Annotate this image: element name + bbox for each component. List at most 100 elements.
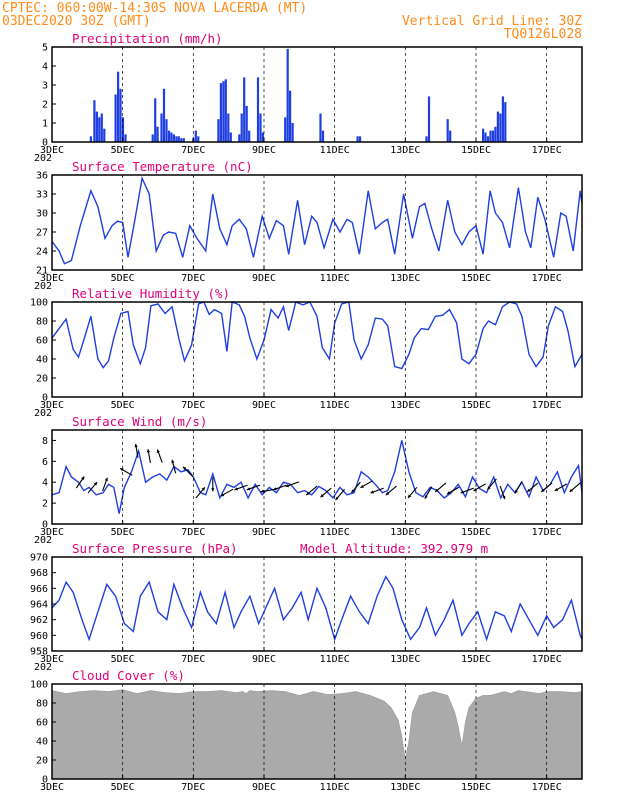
precip-bar — [319, 113, 322, 142]
precip-bar — [217, 119, 220, 142]
cloud-ytick-label: 0 — [42, 775, 48, 786]
cloud-xtick-label: 15DEC — [461, 782, 491, 793]
precip-bar — [359, 136, 362, 142]
pressure-subtitle: Model Altitude: 392.979 m — [300, 541, 488, 556]
temp-xtick-label: 7DEC — [181, 273, 205, 284]
wind-arrow-head — [171, 459, 175, 464]
wind-arrow-head — [370, 490, 374, 494]
precip-bar — [151, 134, 154, 142]
precip-bar — [162, 88, 166, 142]
wind-arrow — [434, 482, 447, 493]
cloud-xtick-label: 13DEC — [390, 782, 420, 793]
pressure-ytick-label: 960 — [30, 631, 48, 642]
precip-xtick-label: 7DEC — [181, 145, 205, 156]
precip-bar — [356, 136, 359, 142]
wind-arrow-head — [335, 496, 339, 501]
precip-bar — [482, 128, 485, 142]
pressure-ytick-label: 968 — [30, 568, 48, 579]
wind-arrow-head — [183, 466, 187, 471]
rh-ytick-label: 20 — [36, 374, 48, 385]
precip-ytick-label: 0 — [42, 138, 48, 149]
pressure-ytick-label: 964 — [30, 600, 48, 611]
cloud-xtick-label: 17DEC — [532, 782, 562, 793]
wind-arrow — [195, 486, 206, 499]
precip-xtick-year: 202 — [34, 153, 52, 164]
precip-bar — [197, 136, 200, 142]
cloud-ytick-label: 60 — [36, 718, 48, 729]
precip-bar — [219, 83, 222, 142]
precip-xtick-label: 15DEC — [461, 145, 491, 156]
precip-ytick-label: 1 — [42, 119, 48, 130]
wind-arrow — [305, 485, 318, 496]
precip-bar — [121, 117, 125, 142]
wind-arrow-head — [360, 484, 364, 488]
precip-bar — [117, 71, 120, 142]
wind-arrow — [385, 485, 397, 496]
precip-bar — [427, 96, 431, 142]
precip-bar — [446, 119, 449, 142]
wind-arrow — [119, 467, 133, 476]
pressure-xtick-year: 202 — [34, 662, 52, 673]
temp-ytick-label: 30 — [36, 209, 48, 220]
wind-line — [51, 440, 583, 514]
wind-arrow-head — [385, 491, 390, 496]
rh-xtick-label: 5DEC — [111, 400, 135, 411]
wind-arrow — [102, 477, 108, 492]
wind-arrow — [350, 481, 361, 494]
wind-ytick-label: 6 — [42, 457, 48, 468]
temp-xtick-label: 11DEC — [320, 273, 350, 284]
rh-xtick-label: 3DEC — [40, 400, 64, 411]
precip-bar — [154, 98, 157, 142]
header-grid-note: Vertical Grid Line: 30Z — [402, 14, 582, 29]
wind-arrow-head — [134, 444, 138, 448]
rh-xtick-label: 15DEC — [461, 400, 491, 411]
pressure-xtick-label: 9DEC — [252, 654, 276, 665]
precip-frame — [51, 46, 583, 143]
precip-bar — [222, 81, 225, 142]
wind-xtick-label: 3DEC — [40, 527, 64, 538]
wind-arrow-head — [320, 493, 324, 498]
wind-arrow — [554, 483, 568, 492]
wind-arrow-head — [541, 488, 545, 492]
precip-bar — [501, 96, 504, 142]
precip-ytick-label: 4 — [42, 62, 48, 73]
rh-ytick-label: 100 — [30, 298, 48, 309]
wind-arrow — [234, 484, 248, 491]
wind-arrow — [146, 449, 151, 464]
wind-arrow — [211, 477, 215, 492]
precip-bar — [227, 113, 230, 142]
pressure-title: Surface Pressure (hPa) — [72, 541, 238, 556]
wind-arrow-head — [351, 489, 355, 493]
precip-bar — [182, 138, 185, 142]
pressure-frame — [51, 556, 583, 652]
precip-bar — [167, 130, 171, 142]
wind-arrow — [320, 487, 332, 498]
cloud-xtick-label: 3DEC — [40, 782, 64, 793]
temp-ytick-label: 21 — [36, 266, 48, 277]
wind-arrow — [260, 488, 275, 493]
wind-arrow — [370, 487, 384, 494]
precip-bar — [321, 130, 325, 142]
precip-xtick-label: 11DEC — [320, 145, 350, 156]
precip-bar — [114, 94, 117, 142]
pressure-ytick-label: 966 — [30, 584, 48, 595]
wind-arrow — [156, 449, 163, 463]
wind-arrow-head — [273, 487, 277, 491]
precip-bar — [177, 136, 180, 142]
wind-arrow — [87, 481, 98, 494]
wind-arrow-head — [460, 490, 464, 494]
precip-bar — [170, 132, 173, 142]
wind-arrow-head — [569, 488, 573, 492]
precip-bar — [491, 130, 495, 142]
wind-ytick-label: 0 — [42, 520, 48, 531]
cloud-ytick-label: 80 — [36, 699, 48, 710]
wind-arrow-head — [407, 494, 412, 498]
wind-arrow-head — [260, 489, 264, 493]
cloud-title: Cloud Cover (%) — [72, 668, 185, 683]
cloud-frame — [51, 683, 583, 780]
wind-arrow-head — [211, 488, 215, 492]
temp-title: Surface Temperature (nC) — [72, 159, 253, 174]
wind-arrow-head — [447, 491, 451, 495]
header-date: 03DEC2020 30Z (GMT) — [2, 14, 151, 29]
